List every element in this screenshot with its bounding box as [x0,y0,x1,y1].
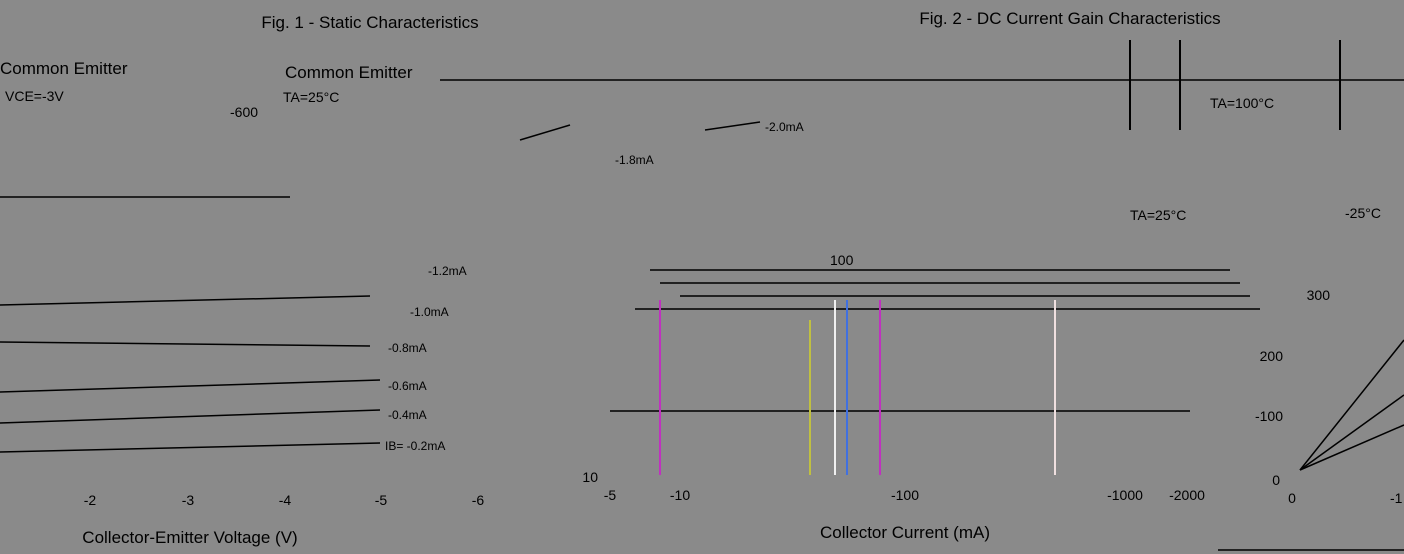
condition: TA=25°C [1130,207,1186,223]
x-axis-label: Collector-Emitter Voltage (V) [82,528,297,547]
x-tick-label: -2000 [1169,487,1205,503]
curve-label: -1.0mA [410,305,449,319]
fig2-title: Fig. 2 - DC Current Gain Characteristics [919,9,1220,28]
legend: Common Emitter [285,63,413,82]
curve-label: -0.6mA [388,379,427,393]
fig1-title: Fig. 1 - Static Characteristics [261,13,478,32]
curve-label: -0.8mA [388,341,427,355]
legend: Common Emitter [0,59,128,78]
curve [1299,339,1404,471]
x-tick-label: -6 [472,492,485,508]
curve [1299,394,1404,471]
vertical-lines [659,40,1341,475]
x-tick-label: -4 [279,492,292,508]
curve-label: -2.0mA [765,120,804,134]
y-tick-label: 10 [582,469,598,485]
x-tick-label: -100 [891,487,919,503]
x-tick-label: -5 [375,492,388,508]
condition: -25°C [1345,205,1381,221]
curve [1299,424,1404,471]
curve-label: IB= -0.2mA [385,439,445,453]
y-tick-label: 100 [830,252,854,268]
curve [0,295,371,306]
x-tick-label: 0 [1288,490,1296,506]
x-tick-label: -1000 [1107,487,1143,503]
curve [0,442,381,453]
curve [0,379,381,393]
curve-label: -1.8mA [615,153,654,167]
condition: VCE=-3V [5,88,64,104]
curve [0,409,381,424]
y-tick-label: 200 [1260,348,1284,364]
curve [704,121,761,131]
condition: TA=25°C [283,89,339,105]
curve-label: -1.2mA [428,264,467,278]
curve [0,341,371,347]
y-tick-label: 0 [1272,472,1280,488]
x-axis-label: Collector Current (mA) [820,523,990,542]
curves [0,79,1404,551]
axis-value: -600 [230,104,258,120]
x-tick-label: -10 [670,487,690,503]
x-tick-label: -2 [84,492,97,508]
curve [519,124,571,141]
x-tick-label: -1 [1390,490,1403,506]
x-tick-label: -3 [182,492,195,508]
y-tick-label: -100 [1255,408,1283,424]
condition: TA=100°C [1210,95,1274,111]
curve-label: -0.4mA [388,408,427,422]
x-tick-label: -5 [604,487,617,503]
y-tick-label: 300 [1307,287,1331,303]
